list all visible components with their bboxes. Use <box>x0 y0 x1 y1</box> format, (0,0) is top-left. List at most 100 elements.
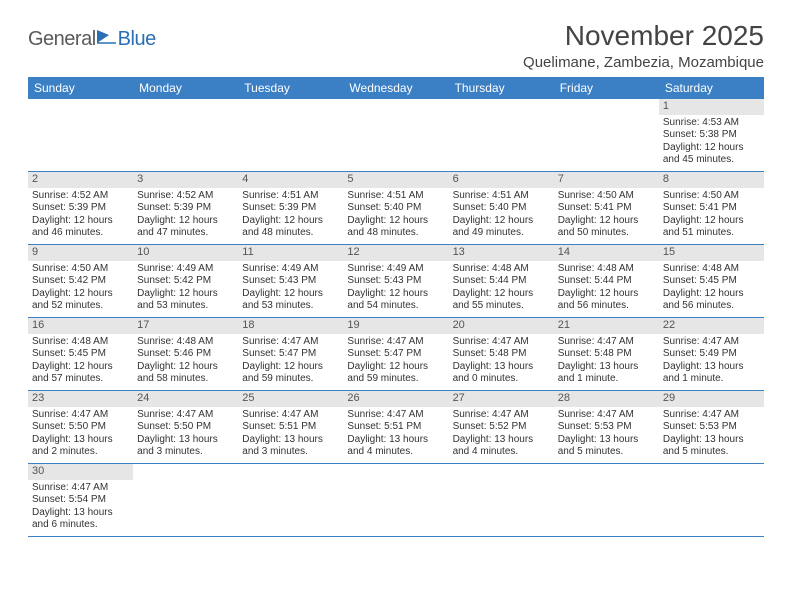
day-content: Sunrise: 4:52 AMSunset: 5:39 PMDaylight:… <box>28 188 133 244</box>
day-content: Sunrise: 4:48 AMSunset: 5:44 PMDaylight:… <box>449 261 554 317</box>
day-content: Sunrise: 4:47 AMSunset: 5:53 PMDaylight:… <box>659 407 764 463</box>
sunrise-text: Sunrise: 4:49 AM <box>242 263 339 276</box>
sunrise-text: Sunrise: 4:47 AM <box>453 336 550 349</box>
day-number: 25 <box>238 391 343 407</box>
logo-text-general: General <box>28 28 96 51</box>
sunrise-text: Sunrise: 4:47 AM <box>347 336 444 349</box>
sunset-text: Sunset: 5:47 PM <box>242 348 339 361</box>
sunset-text: Sunset: 5:42 PM <box>137 275 234 288</box>
day-number: 24 <box>133 391 238 407</box>
daylight-text: Daylight: 13 hours and 5 minutes. <box>663 434 760 459</box>
sunset-text: Sunset: 5:40 PM <box>347 202 444 215</box>
daylight-text: Daylight: 12 hours and 53 minutes. <box>242 288 339 313</box>
day-cell: 21Sunrise: 4:47 AMSunset: 5:48 PMDayligh… <box>554 318 659 390</box>
day-content: Sunrise: 4:47 AMSunset: 5:52 PMDaylight:… <box>449 407 554 463</box>
day-cell: 12Sunrise: 4:49 AMSunset: 5:43 PMDayligh… <box>343 245 448 317</box>
day-content: Sunrise: 4:50 AMSunset: 5:42 PMDaylight:… <box>28 261 133 317</box>
sunrise-text: Sunrise: 4:47 AM <box>32 409 129 422</box>
day-content: Sunrise: 4:47 AMSunset: 5:53 PMDaylight:… <box>554 407 659 463</box>
day-number: 30 <box>28 464 133 480</box>
calendar: SundayMondayTuesdayWednesdayThursdayFrid… <box>28 77 764 537</box>
daylight-text: Daylight: 12 hours and 53 minutes. <box>137 288 234 313</box>
daylight-text: Daylight: 13 hours and 1 minute. <box>558 361 655 386</box>
sunrise-text: Sunrise: 4:51 AM <box>242 190 339 203</box>
day-number: 21 <box>554 318 659 334</box>
empty-cell <box>554 464 659 536</box>
day-number: 2 <box>28 172 133 188</box>
sunrise-text: Sunrise: 4:48 AM <box>32 336 129 349</box>
day-number: 10 <box>133 245 238 261</box>
sunrise-text: Sunrise: 4:47 AM <box>663 336 760 349</box>
day-cell: 19Sunrise: 4:47 AMSunset: 5:47 PMDayligh… <box>343 318 448 390</box>
sunrise-text: Sunrise: 4:47 AM <box>558 409 655 422</box>
day-content: Sunrise: 4:47 AMSunset: 5:50 PMDaylight:… <box>133 407 238 463</box>
day-number: 9 <box>28 245 133 261</box>
sunrise-text: Sunrise: 4:50 AM <box>663 190 760 203</box>
weekday-header: Thursday <box>449 77 554 99</box>
daylight-text: Daylight: 13 hours and 4 minutes. <box>453 434 550 459</box>
day-number: 18 <box>238 318 343 334</box>
day-number: 16 <box>28 318 133 334</box>
daylight-text: Daylight: 12 hours and 55 minutes. <box>453 288 550 313</box>
weekday-header: Monday <box>133 77 238 99</box>
day-content: Sunrise: 4:53 AMSunset: 5:38 PMDaylight:… <box>659 115 764 171</box>
daylight-text: Daylight: 12 hours and 51 minutes. <box>663 215 760 240</box>
day-cell: 1Sunrise: 4:53 AMSunset: 5:38 PMDaylight… <box>659 99 764 171</box>
day-number: 5 <box>343 172 448 188</box>
empty-cell <box>238 99 343 171</box>
day-content: Sunrise: 4:47 AMSunset: 5:54 PMDaylight:… <box>28 480 133 536</box>
week-row: 30Sunrise: 4:47 AMSunset: 5:54 PMDayligh… <box>28 464 764 537</box>
day-cell: 3Sunrise: 4:52 AMSunset: 5:39 PMDaylight… <box>133 172 238 244</box>
empty-cell <box>554 99 659 171</box>
empty-cell <box>343 99 448 171</box>
location-text: Quelimane, Zambezia, Mozambique <box>523 54 764 71</box>
day-cell: 23Sunrise: 4:47 AMSunset: 5:50 PMDayligh… <box>28 391 133 463</box>
day-cell: 28Sunrise: 4:47 AMSunset: 5:53 PMDayligh… <box>554 391 659 463</box>
day-cell: 29Sunrise: 4:47 AMSunset: 5:53 PMDayligh… <box>659 391 764 463</box>
day-content: Sunrise: 4:51 AMSunset: 5:40 PMDaylight:… <box>343 188 448 244</box>
daylight-text: Daylight: 12 hours and 52 minutes. <box>32 288 129 313</box>
sunset-text: Sunset: 5:41 PM <box>663 202 760 215</box>
day-content: Sunrise: 4:52 AMSunset: 5:39 PMDaylight:… <box>133 188 238 244</box>
day-number: 1 <box>659 99 764 115</box>
month-title: November 2025 <box>523 20 764 52</box>
day-number: 26 <box>343 391 448 407</box>
sunrise-text: Sunrise: 4:50 AM <box>32 263 129 276</box>
daylight-text: Daylight: 12 hours and 50 minutes. <box>558 215 655 240</box>
day-cell: 13Sunrise: 4:48 AMSunset: 5:44 PMDayligh… <box>449 245 554 317</box>
sunset-text: Sunset: 5:50 PM <box>32 421 129 434</box>
day-cell: 5Sunrise: 4:51 AMSunset: 5:40 PMDaylight… <box>343 172 448 244</box>
sunset-text: Sunset: 5:41 PM <box>558 202 655 215</box>
weekday-header: Wednesday <box>343 77 448 99</box>
sunrise-text: Sunrise: 4:51 AM <box>453 190 550 203</box>
sunset-text: Sunset: 5:43 PM <box>347 275 444 288</box>
day-content: Sunrise: 4:48 AMSunset: 5:45 PMDaylight:… <box>28 334 133 390</box>
sunset-text: Sunset: 5:48 PM <box>453 348 550 361</box>
day-cell: 20Sunrise: 4:47 AMSunset: 5:48 PMDayligh… <box>449 318 554 390</box>
day-cell: 30Sunrise: 4:47 AMSunset: 5:54 PMDayligh… <box>28 464 133 536</box>
day-number: 19 <box>343 318 448 334</box>
day-number: 13 <box>449 245 554 261</box>
sunrise-text: Sunrise: 4:47 AM <box>347 409 444 422</box>
sunset-text: Sunset: 5:49 PM <box>663 348 760 361</box>
daylight-text: Daylight: 13 hours and 4 minutes. <box>347 434 444 459</box>
weekday-header: Tuesday <box>238 77 343 99</box>
day-cell: 15Sunrise: 4:48 AMSunset: 5:45 PMDayligh… <box>659 245 764 317</box>
day-content: Sunrise: 4:47 AMSunset: 5:50 PMDaylight:… <box>28 407 133 463</box>
day-content: Sunrise: 4:51 AMSunset: 5:40 PMDaylight:… <box>449 188 554 244</box>
empty-cell <box>133 464 238 536</box>
day-content: Sunrise: 4:47 AMSunset: 5:48 PMDaylight:… <box>554 334 659 390</box>
day-cell: 26Sunrise: 4:47 AMSunset: 5:51 PMDayligh… <box>343 391 448 463</box>
empty-cell <box>28 99 133 171</box>
sunset-text: Sunset: 5:52 PM <box>453 421 550 434</box>
sunset-text: Sunset: 5:44 PM <box>558 275 655 288</box>
sunset-text: Sunset: 5:48 PM <box>558 348 655 361</box>
day-number: 7 <box>554 172 659 188</box>
sunrise-text: Sunrise: 4:50 AM <box>558 190 655 203</box>
day-cell: 17Sunrise: 4:48 AMSunset: 5:46 PMDayligh… <box>133 318 238 390</box>
week-row: 1Sunrise: 4:53 AMSunset: 5:38 PMDaylight… <box>28 99 764 172</box>
weekday-header-row: SundayMondayTuesdayWednesdayThursdayFrid… <box>28 77 764 99</box>
sunset-text: Sunset: 5:38 PM <box>663 129 760 142</box>
day-content: Sunrise: 4:51 AMSunset: 5:39 PMDaylight:… <box>238 188 343 244</box>
daylight-text: Daylight: 12 hours and 48 minutes. <box>242 215 339 240</box>
